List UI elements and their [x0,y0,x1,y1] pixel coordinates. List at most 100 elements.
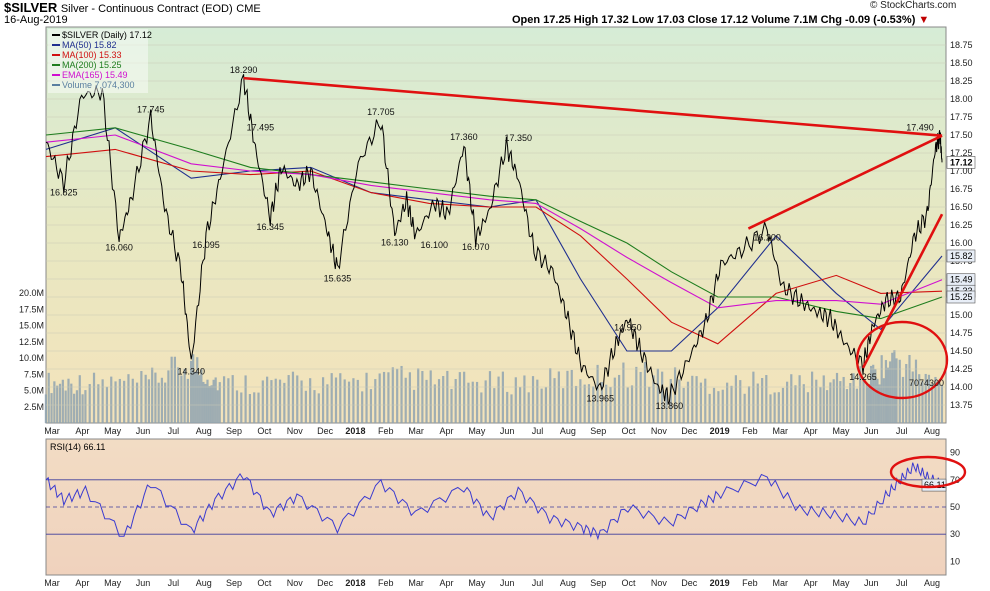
stockcharts-credit: © StockCharts.com [870,0,957,11]
x-tick-label: Mar [44,426,60,436]
x-tick-label: Apr [439,426,453,436]
volume-bar [895,358,898,423]
x-tick-label: Sep [590,426,606,436]
volume-bar [417,368,420,423]
x-tick-label: 2018 [345,426,365,436]
volume-bar [747,386,751,423]
volume-bar [458,372,461,423]
right-axis-badge [946,290,976,304]
price-annotation: 14.265 [849,372,877,382]
volume-bar [712,387,716,423]
volume-bar [914,359,918,423]
x-tick-label: Dec [681,426,698,436]
volume-bar [300,380,303,423]
volume-bar [463,371,466,423]
volume-bar [927,374,931,423]
x-tick-label: Feb [378,426,394,436]
x-tick-label: Aug [560,426,576,436]
volume-bar [196,357,199,423]
right-axis-label: 15.25 [950,292,973,302]
volume-bar [878,384,881,423]
volume-bar [708,393,711,423]
volume-bar [296,375,299,423]
volume-bar [240,392,243,423]
rsi-line [45,462,943,541]
price-tick-label: 14.25 [950,364,973,374]
volume-bar [880,355,883,423]
volume-bar [940,384,944,423]
volume-bar [92,372,96,423]
x-tick-label: Mar [773,426,789,436]
volume-bar [53,381,56,423]
volume-bar [686,381,690,423]
volume-bar [131,378,134,423]
rsi-x-tick-label: Feb [378,578,394,588]
volume-bar [61,379,64,423]
rsi-tick-label: 10 [950,556,960,566]
volume-bar [47,372,50,423]
rsi-tick-label: 90 [950,448,960,458]
volume-bar [798,375,801,423]
price-tick-label: 17.75 [950,112,973,122]
volume-bar [802,384,805,423]
legend-box [48,29,148,93]
volume-bar [661,371,664,423]
price-tick-label: 17.25 [950,148,973,158]
volume-bar [845,389,849,423]
volume-bar [194,371,197,423]
volume-bar [639,371,642,423]
volume-bar [202,381,205,423]
x-tick-label: Jun [500,426,515,436]
price-annotation: 16.100 [420,240,448,250]
volume-bar [437,379,441,423]
volume-last-label: 7074300 [909,378,944,388]
volume-bar [872,364,875,423]
rsi-x-tick-label: Mar [773,578,789,588]
volume-bar [822,375,825,423]
volume-bar [536,379,539,423]
price-tick-label: 14.50 [950,346,973,356]
price-annotation: 16.070 [462,242,490,252]
volume-bar [326,384,329,423]
volume-bar [574,385,578,423]
right-axis-label: 15.82 [950,251,973,261]
volume-bar [876,378,879,423]
volume-bar [391,367,394,423]
volume-bar [849,382,852,423]
price-annotation: 17.350 [504,133,532,143]
rsi-x-tick-label: Aug [924,578,940,588]
price-annotation: 17.745 [137,104,165,114]
x-tick-label: Feb [742,426,758,436]
volume-bar [931,383,934,423]
price-tick-label: 18.25 [950,76,973,86]
ma-line-1 [45,148,943,345]
price-tick-label: 14.00 [950,382,973,392]
volume-bar [806,392,810,423]
volume-bar [114,381,117,423]
volume-bar [934,376,937,423]
price-tick-label: 14.75 [950,328,973,338]
volume-bar [794,385,797,423]
volume-bar [450,388,453,423]
volume-bar [378,373,381,423]
volume-bar [579,379,582,423]
volume-bar [835,372,839,423]
x-tick-label: Aug [196,426,212,436]
volume-bar [70,383,73,423]
volume-bar [253,392,256,423]
volume-bar [562,388,565,423]
rsi-x-tick-label: Jul [896,578,908,588]
volume-bar [905,363,908,423]
volume-bar [605,384,608,423]
volume-bar [859,366,862,423]
volume-bar [222,376,226,423]
volume-bar [898,359,901,423]
volume-bar [506,391,509,423]
volume-bar [557,371,560,423]
price-tick-label: 18.00 [950,94,973,104]
volume-bar [154,372,157,423]
legend-entry: EMA(165) 15.49 [62,70,128,80]
trendlines [243,76,949,400]
x-tick-label: May [468,426,486,436]
